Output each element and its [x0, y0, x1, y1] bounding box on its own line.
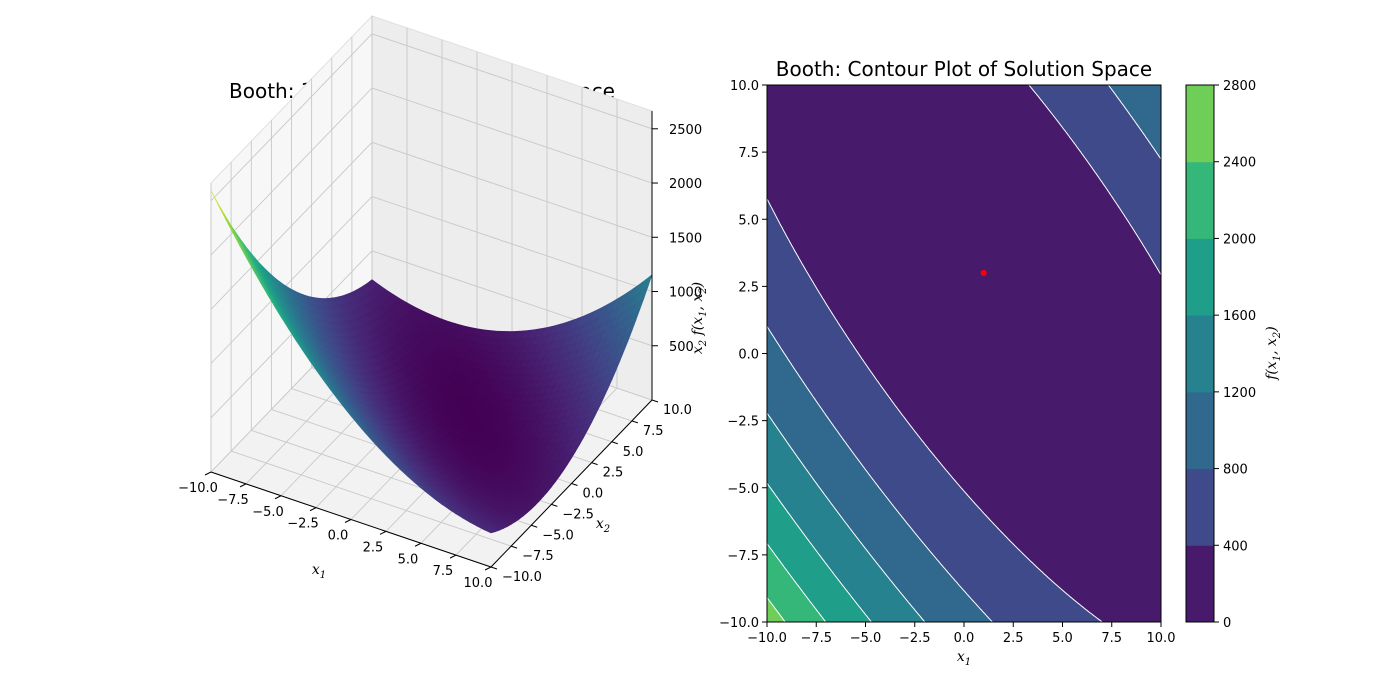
x-tick-label: −10.0 — [178, 481, 218, 496]
z-tick-label: 1500 — [669, 231, 702, 246]
contour-plot: Booth: Contour Plot of Solution Space −1… — [719, 57, 1283, 668]
colorbar-segment — [1186, 161, 1214, 239]
contour-ticks: −10.0 −7.5 −5.0 −2.5 0.0 2.5 5.0 7.5 10.0 −10.0 −7… — [719, 79, 1175, 646]
colorbar-label: f(x1, x2) — [1264, 326, 1283, 381]
contour-y-tick-label: 2.5 — [738, 280, 759, 295]
contour-x-tick-label: 7.5 — [1101, 631, 1122, 646]
y-tick-label: −7.5 — [522, 549, 554, 564]
z-tick-label: 500 — [669, 340, 694, 355]
contour-line — [767, 197, 1103, 622]
colorbar-tick-label: 800 — [1223, 463, 1248, 478]
colorbar-segment — [1186, 545, 1214, 623]
x-tick-label: 5.0 — [398, 552, 419, 567]
contour-x-tick-label: −7.5 — [800, 631, 832, 646]
minimum-marker — [980, 269, 987, 276]
x-tick-label: 0.0 — [328, 529, 349, 544]
contour-line — [1028, 85, 1161, 276]
contour-x-tick-label: 0.0 — [954, 631, 975, 646]
contour-y-tick-label: 0.0 — [738, 348, 759, 363]
axis-ticks: −10.0−7.5−5.0−2.50.02.55.07.510.0 −10.0−7… — [178, 123, 702, 591]
contour-fill — [767, 85, 1161, 622]
contour-x-tick-label: −5.0 — [850, 631, 882, 646]
y-tick-label: 0.0 — [583, 487, 604, 502]
colorbar-tick-label: 1200 — [1223, 386, 1256, 401]
colorbar-segment — [1186, 391, 1214, 470]
contour-y-tick-label: −5.0 — [727, 482, 759, 497]
contour-y-tick-label: 10.0 — [730, 79, 759, 94]
contour-y-tick-label: 7.5 — [738, 146, 759, 161]
y-tick-label: −5.0 — [542, 528, 574, 543]
contour-y-tick-label: −2.5 — [727, 415, 759, 430]
x-tick-label: −7.5 — [217, 493, 249, 508]
z-tick-label: 1000 — [669, 286, 702, 301]
y-tick-label: −10.0 — [502, 570, 542, 585]
x-tick-label: 7.5 — [433, 564, 454, 579]
contour-x-tick-label: −2.5 — [899, 631, 931, 646]
contour-line — [767, 412, 926, 622]
contour-y-tick-label: −7.5 — [727, 549, 759, 564]
contour-line — [767, 325, 993, 622]
y-tick-label: 2.5 — [603, 466, 624, 481]
contour-x-tick-label: −10.0 — [747, 631, 787, 646]
contour-y-tick-label: 5.0 — [738, 213, 759, 228]
contour-x-tick-label: 2.5 — [1003, 631, 1024, 646]
colorbar-tick-label: 400 — [1223, 539, 1248, 554]
contour-x-tick-label: 5.0 — [1052, 631, 1073, 646]
colorbar: 0 400 800 1200 1600 2000 2400 2800 — [1185, 79, 1256, 631]
contour-line — [767, 482, 872, 622]
colorbar-segment — [1186, 468, 1214, 546]
colorbar-tick-label: 1600 — [1223, 309, 1256, 324]
contour-x-tick-label: 10.0 — [1147, 631, 1176, 646]
contour-lines — [767, 85, 1161, 622]
y-tick-label: 5.0 — [623, 445, 644, 460]
x-tick-label: −5.0 — [252, 505, 284, 520]
colorbar-segment — [1186, 238, 1214, 316]
z-tick-label: 2500 — [669, 123, 702, 138]
x-tick-label: −2.5 — [287, 517, 319, 532]
colorbar-segment — [1186, 85, 1214, 163]
z-axis-label: x2 f(x1, x2) — [690, 282, 709, 354]
contour-plot-title: Booth: Contour Plot of Solution Space — [776, 57, 1152, 81]
colorbar-tick-label: 2800 — [1223, 79, 1256, 94]
y-tick-label: 10.0 — [663, 403, 692, 418]
surface-mesh — [210, 190, 653, 534]
x-tick-label: 10.0 — [464, 576, 493, 591]
colorbar-tick-label: 2400 — [1223, 156, 1256, 171]
surface-facet — [483, 528, 496, 534]
colorbar-tick-label: 0 — [1223, 616, 1231, 631]
x-tick-label: 2.5 — [363, 540, 384, 555]
contour-y-tick-label: −10.0 — [719, 616, 759, 631]
z-tick-label: 2000 — [669, 177, 702, 192]
surface-3d-plot: Booth: 3D Projection of Solution Space −… — [178, 14, 709, 591]
y-tick-label: 7.5 — [643, 424, 664, 439]
y-tick-label: −2.5 — [562, 507, 594, 522]
colorbar-segment — [1186, 315, 1214, 393]
colorbar-tick-label: 2000 — [1223, 232, 1256, 247]
